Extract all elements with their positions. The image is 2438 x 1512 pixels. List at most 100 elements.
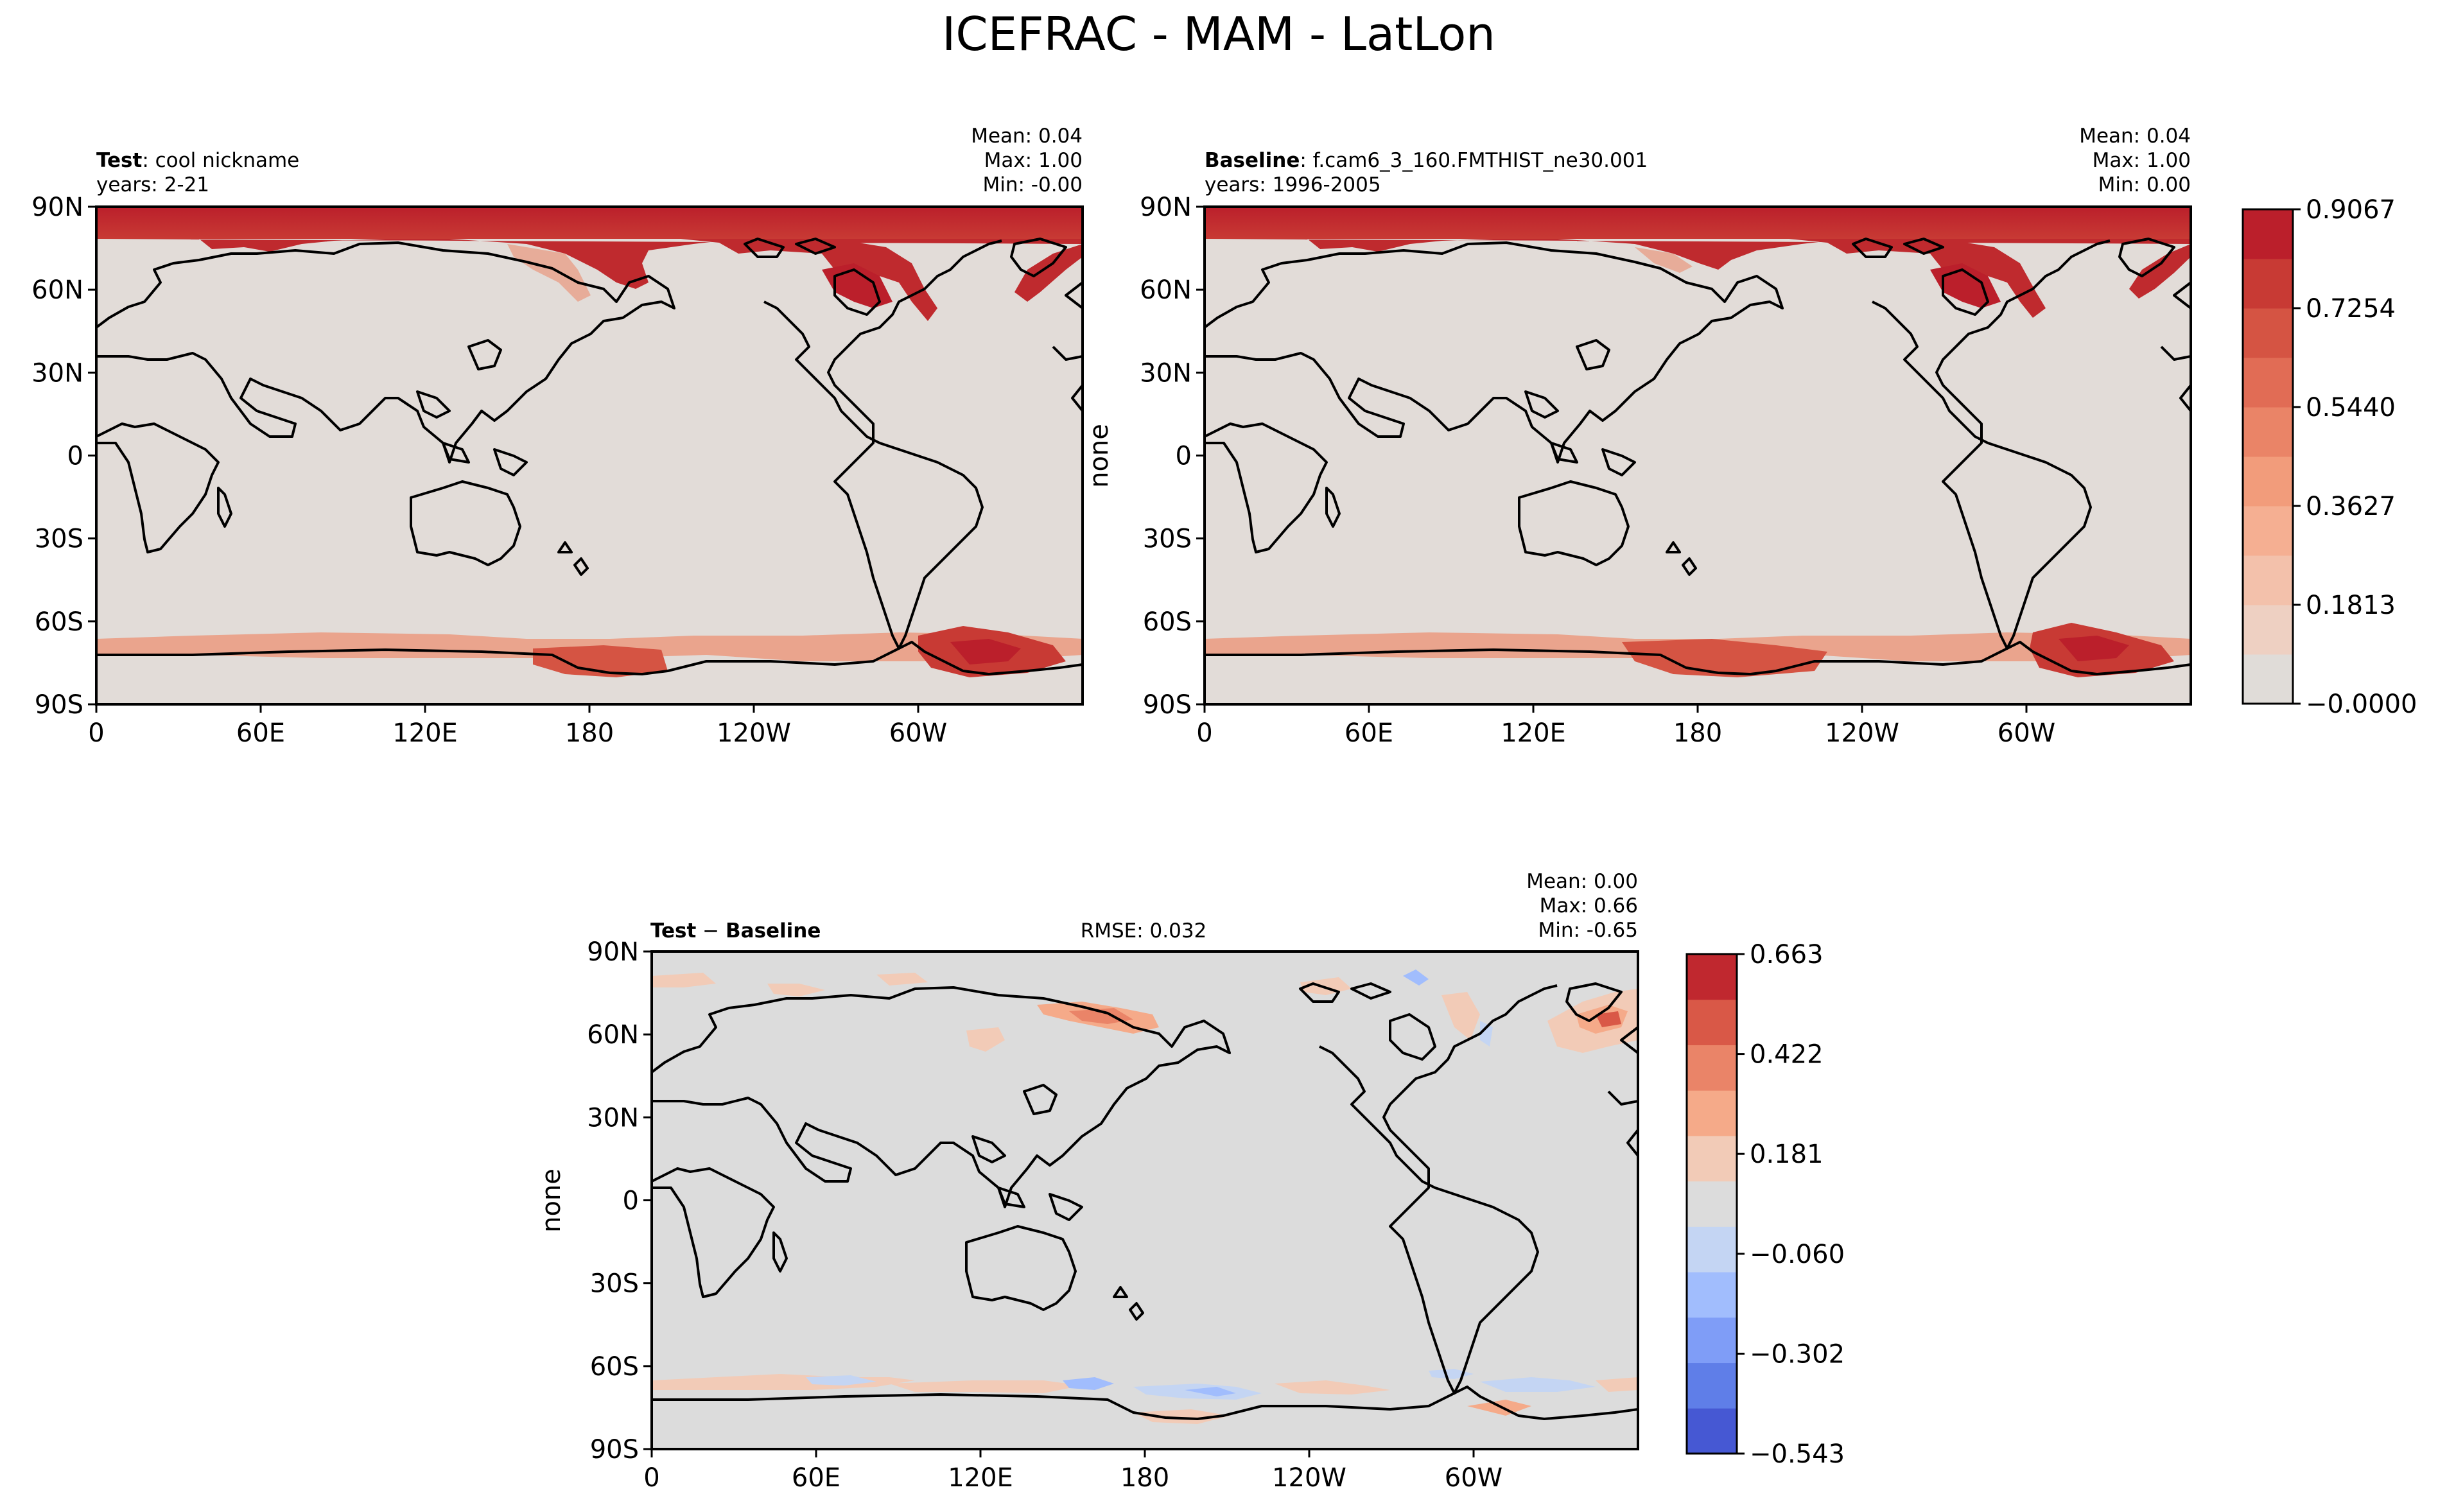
baseline-colorbar-segment: [2243, 259, 2293, 309]
difference-header-baseline: Baseline: [726, 919, 821, 943]
difference-panel-header: Test − Baseline RMSE: 0.032 Mean: 0.00 M…: [650, 870, 1638, 943]
baseline-colorbar-tick-label: −0.0000: [2306, 690, 2417, 719]
baseline-lon-tick-label: 60W: [1998, 718, 2055, 748]
difference-rmse: RMSE: 0.032: [1081, 919, 1207, 943]
difference-lat-tick-label: 90N: [587, 937, 639, 967]
baseline-colorbar-tick-label: 0.5440: [2306, 393, 2396, 422]
baseline-colorbar-segment: [2243, 605, 2293, 655]
difference-lat-tick-label: 30S: [590, 1269, 639, 1299]
difference-map-panel: Test − Baseline RMSE: 0.032 Mean: 0.00 M…: [537, 870, 1845, 1493]
baseline-lon-tick-label: 120W: [1825, 718, 1899, 748]
baseline-lat-tick-label: 30S: [1143, 525, 1192, 554]
difference-ylabel: none: [537, 1169, 566, 1233]
baseline-min: Min: 0.00: [2098, 173, 2191, 196]
difference-lat-tick-label: 60N: [587, 1020, 639, 1050]
baseline-colorbar: 0.9067 0.7254 0.5440 0.3627 0.1813 −0.0000: [2242, 195, 2417, 719]
difference-colorbar-segment: [1687, 1090, 1737, 1136]
difference-colorbar-segment: [1687, 1317, 1737, 1364]
difference-colorbar-tick-label: −0.060: [1750, 1240, 1845, 1269]
baseline-case-name: : f.cam6_3_160.FMTHIST_ne30.001: [1300, 149, 1648, 172]
difference-colorbar-segment: [1687, 1362, 1737, 1409]
test-lat-tick-label: 90N: [31, 193, 83, 222]
baseline-map-panel: Baseline: f.cam6_3_160.FMTHIST_ne30.001 …: [1084, 125, 2417, 748]
test-lat-axis: 90N 60N 30N 0 30S 60S 90S: [31, 193, 96, 720]
difference-colorbar-tick-label: −0.302: [1750, 1339, 1845, 1369]
difference-map-field: [652, 952, 1638, 1449]
baseline-colorbar-frame: [2242, 208, 2294, 705]
baseline-ylabel: none: [1084, 424, 1114, 488]
baseline-colorbar-segment: [2243, 506, 2293, 556]
difference-lon-tick-label: 120E: [948, 1463, 1013, 1493]
baseline-mean: Mean: 0.04: [2079, 125, 2191, 148]
difference-lat-tick-label: 60S: [590, 1352, 639, 1382]
difference-lon-tick-label: 180: [1120, 1463, 1169, 1493]
difference-mean: Mean: 0.00: [1526, 870, 1638, 893]
difference-lon-tick-label: 120W: [1272, 1463, 1346, 1493]
test-lat-tick-label: 60N: [31, 275, 83, 305]
test-lon-axis: 0 60E 120E 180 120W 60W: [88, 704, 947, 748]
baseline-colorbar-segment: [2243, 209, 2293, 259]
baseline-lat-axis: 90N 60N 30N 0 30S 60S 90S: [1140, 193, 1205, 720]
difference-colorbar-segment: [1687, 1408, 1737, 1454]
difference-colorbar: 0.663 0.422 0.181 −0.060 −0.302 −0.543: [1685, 940, 1845, 1469]
test-mean: Mean: 0.04: [971, 125, 1083, 148]
figure-title: ICEFRAC - MAM - LatLon: [942, 7, 1495, 61]
test-lat-tick-label: 30S: [35, 525, 83, 554]
difference-lat-axis: 90N 60N 30N 0 30S 60S 90S: [587, 937, 652, 1464]
baseline-colorbar-segment: [2243, 555, 2293, 605]
difference-colorbar-segment: [1687, 1226, 1737, 1273]
test-lon-tick-label: 60W: [889, 718, 947, 748]
test-map-panel: Test: cool nickname years: 2-21 Mean: 0.…: [31, 125, 1084, 748]
difference-lon-tick-label: 60E: [792, 1463, 840, 1493]
baseline-max: Max: 1.00: [2093, 149, 2191, 172]
test-lat-tick-label: 30N: [31, 358, 83, 388]
test-lon-tick-label: 60E: [236, 718, 285, 748]
difference-header-minus: −: [696, 919, 726, 943]
baseline-lat-tick-label: 60N: [1140, 275, 1192, 305]
baseline-panel-header: Baseline: f.cam6_3_160.FMTHIST_ne30.001 …: [1205, 125, 2191, 196]
difference-colorbar-segment: [1687, 999, 1737, 1045]
baseline-colorbar-tick-label: 0.1813: [2306, 591, 2396, 620]
baseline-colorbar-segment: [2243, 456, 2293, 507]
svg-text:Test − Baseline: Test − Baseline: [650, 919, 821, 943]
difference-colorbar-tick-label: 0.422: [1750, 1040, 1824, 1070]
baseline-lat-tick-label: 60S: [1143, 607, 1192, 637]
baseline-lat-tick-label: 90N: [1140, 193, 1192, 222]
test-lat-tick-label: 90S: [35, 690, 83, 720]
difference-lon-tick-label: 60W: [1445, 1463, 1502, 1493]
test-lon-tick-label: 120E: [392, 718, 458, 748]
difference-lon-axis: 0 60E 120E 180 120W 60W: [643, 1449, 1502, 1493]
difference-lon-tick-label: 0: [643, 1463, 659, 1493]
baseline-years: years: 1996-2005: [1205, 173, 1381, 196]
test-lon-tick-label: 120W: [717, 718, 791, 748]
test-lat-tick-label: 60S: [35, 607, 83, 637]
difference-colorbar-tick-label: 0.663: [1750, 940, 1824, 969]
difference-colorbar-segment: [1687, 1272, 1737, 1318]
baseline-colorbar-segment: [2243, 654, 2293, 704]
test-map-field: [96, 207, 1083, 704]
difference-colorbar-segment: [1687, 1045, 1737, 1091]
baseline-map-field: [1205, 207, 2191, 704]
difference-colorbar-segment: [1687, 954, 1737, 1000]
test-lon-tick-label: 180: [565, 718, 614, 748]
baseline-lon-tick-label: 180: [1673, 718, 1722, 748]
baseline-lat-tick-label: 90S: [1143, 690, 1192, 720]
baseline-colorbar-segment: [2243, 308, 2293, 358]
test-header-label: Test: [96, 149, 143, 172]
difference-max: Max: 0.66: [1540, 894, 1638, 917]
baseline-lat-tick-label: 0: [1176, 442, 1192, 471]
baseline-coastlines: [1203, 238, 2192, 675]
baseline-header-label: Baseline: [1205, 149, 1300, 172]
baseline-lat-tick-label: 30N: [1140, 358, 1192, 388]
baseline-colorbar-tick-label: 0.3627: [2306, 492, 2396, 521]
difference-colorbar-tick-label: −0.543: [1750, 1439, 1845, 1469]
baseline-colorbar-segment: [2243, 358, 2293, 408]
difference-lat-tick-label: 30N: [587, 1103, 639, 1133]
difference-min: Min: -0.65: [1538, 919, 1638, 942]
difference-header-test: Test: [650, 919, 697, 943]
difference-lat-tick-label: 90S: [590, 1435, 639, 1464]
test-max: Max: 1.00: [984, 149, 1083, 172]
test-panel-header: Test: cool nickname years: 2-21 Mean: 0.…: [96, 125, 1083, 196]
difference-colorbar-tick-label: 0.181: [1750, 1140, 1824, 1169]
